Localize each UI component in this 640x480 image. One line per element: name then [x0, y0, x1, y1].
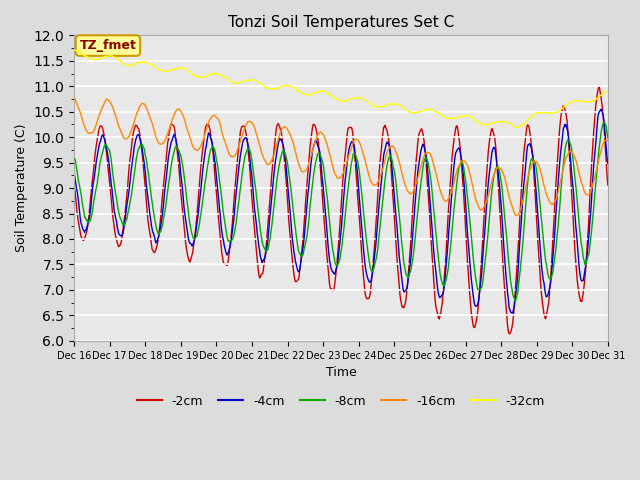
- Y-axis label: Soil Temperature (C): Soil Temperature (C): [15, 124, 28, 252]
- Legend: -2cm, -4cm, -8cm, -16cm, -32cm: -2cm, -4cm, -8cm, -16cm, -32cm: [132, 390, 550, 413]
- Text: TZ_fmet: TZ_fmet: [79, 39, 136, 52]
- Title: Tonzi Soil Temperatures Set C: Tonzi Soil Temperatures Set C: [228, 15, 454, 30]
- X-axis label: Time: Time: [326, 366, 356, 379]
